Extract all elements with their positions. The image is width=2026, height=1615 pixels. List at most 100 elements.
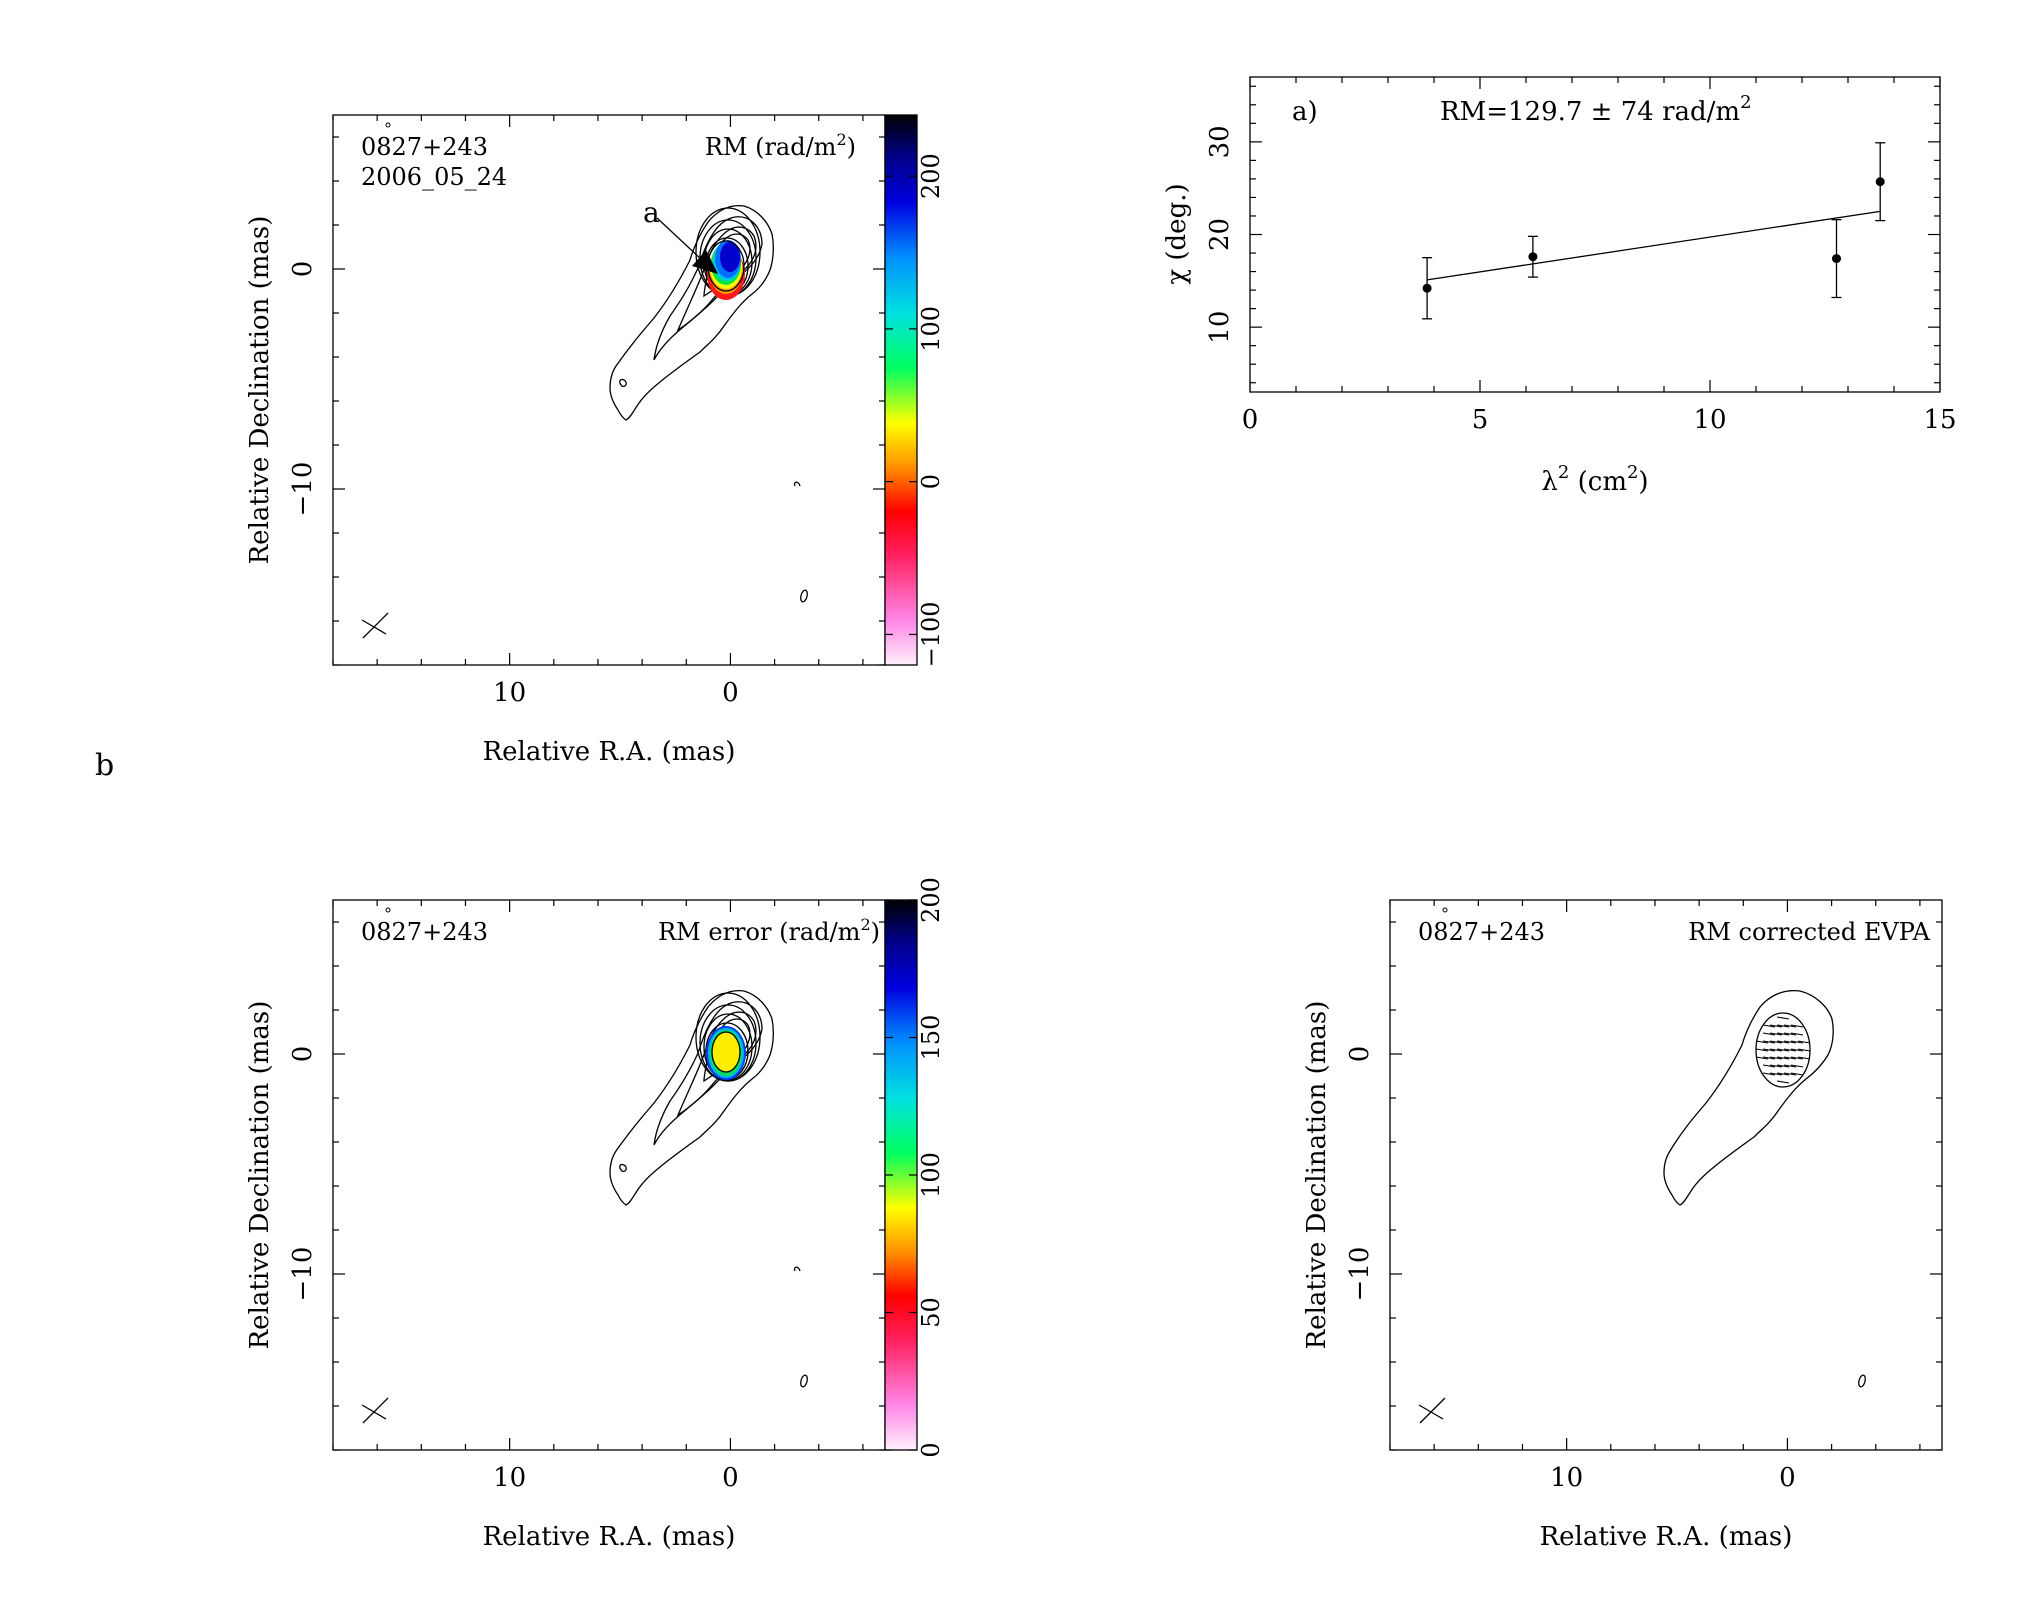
rm-map-source: 0827+243 <box>361 133 488 161</box>
evpa-vector <box>1762 1040 1776 1044</box>
evpa-vector <box>1769 1024 1783 1028</box>
evpa-vector <box>1769 1064 1783 1068</box>
colorbar-tick-label: 100 <box>917 306 945 352</box>
colorbar-tick-label: 200 <box>917 153 945 199</box>
evpa-source: 0827+243 <box>1418 918 1545 946</box>
evpa-vector <box>1783 1056 1797 1060</box>
rm-map-panel: a 10 00−10 0827+243 2006_05_24 RM (rad/m2… <box>245 114 945 767</box>
rm-error-title: RM error (rad/m2) <box>658 915 880 946</box>
chi-fit-ticks: 0 5 10 15 10 20 30 <box>1205 77 1957 435</box>
evpa-vector <box>1776 1080 1790 1084</box>
evpa-vector <box>1790 1024 1804 1028</box>
evpa-vector <box>1790 1032 1804 1036</box>
evpa-vector <box>1776 1064 1790 1068</box>
evpa-vector <box>1769 1032 1783 1036</box>
evpa-vector <box>1762 1032 1776 1036</box>
rm-error-colorbar-ticks: 0 50 100 150 200 <box>885 877 945 1458</box>
x-tick-label: 0 <box>722 678 739 708</box>
evpa-vector <box>1762 1064 1776 1068</box>
evpa-vector <box>1769 1040 1783 1044</box>
err-beam-major <box>362 1397 389 1424</box>
x-tick-label: 0 <box>1242 405 1259 435</box>
y-tick-label: −10 <box>1345 1247 1375 1302</box>
evpa-vector <box>1790 1048 1804 1052</box>
colorbar-tick-label: 200 <box>917 877 945 923</box>
evpa-vector <box>1790 1056 1804 1060</box>
rm-core-darkblue <box>720 242 740 272</box>
rm-error-source: 0827+243 <box>361 918 488 946</box>
evpa-vector <box>1783 1024 1797 1028</box>
panel-label-b: b <box>95 748 114 783</box>
rm-map-title: RM (rad/m2) <box>705 130 856 161</box>
y-tick-label: 0 <box>288 1046 318 1063</box>
evpa-vector <box>1776 1024 1790 1028</box>
evpa-vector <box>1762 1072 1776 1076</box>
annotation-arrow-line <box>656 217 703 261</box>
annotation-a-label: a <box>643 196 660 229</box>
degree-mark-icon <box>1442 907 1448 913</box>
beam-major <box>362 612 389 639</box>
rm-error-panel: 10 00−10 0827+243 RM error (rad/m2) 05010… <box>245 877 945 1552</box>
y-tick-label: 10 <box>1205 311 1235 344</box>
evpa-vector <box>1790 1064 1804 1068</box>
colorbar-tick-label: 100 <box>917 1152 945 1198</box>
annotation-arrow-head <box>692 250 718 274</box>
small-contour-c <box>800 589 808 603</box>
rm-error-ylabel: Relative Declination (mas) <box>245 1001 275 1350</box>
evpa-vector <box>1783 1032 1797 1036</box>
degree-mark-icon <box>385 122 391 128</box>
evpa-vector <box>1797 1040 1811 1044</box>
rm-map-ylabel: Relative Declination (mas) <box>245 216 275 565</box>
chi-fit-ylabel: χ (deg.) <box>1162 183 1192 284</box>
colorbar-tick-label: 0 <box>917 474 945 489</box>
chi-fit-xlabel: λ2 (cm2) <box>1541 462 1648 497</box>
x-tick-label: 5 <box>1472 405 1489 435</box>
evpa-vector <box>1776 1048 1790 1052</box>
evpa-vector <box>1769 1056 1783 1060</box>
x-tick-label: 10 <box>493 1463 526 1493</box>
evpa-xlabel: Relative R.A. (mas) <box>1540 1522 1793 1552</box>
evpa-core-contour <box>1755 1012 1811 1088</box>
y-tick-label: 30 <box>1205 125 1235 158</box>
chi-fit-panel: 0 5 10 15 10 20 30 a) RM=129.7 ± 74 rad/m2 λ2 … <box>1162 76 1957 497</box>
err-core-contour-2 <box>699 1004 757 1082</box>
fit-line <box>1427 210 1881 281</box>
evpa-vector <box>1762 1048 1776 1052</box>
jet-contour-outer <box>609 204 774 421</box>
evpa-vector <box>1769 1048 1783 1052</box>
evpa-ylabel: Relative Declination (mas) <box>1302 1001 1332 1350</box>
rm-map-frame <box>332 114 886 666</box>
evpa-vector <box>1783 1072 1797 1076</box>
evpa-vector <box>1776 1016 1790 1020</box>
evpa-vector <box>1769 1072 1783 1076</box>
err-small-contour-b <box>793 1266 801 1272</box>
rm-map-epoch: 2006_05_24 <box>361 163 507 191</box>
evpa-vector <box>1783 1040 1797 1044</box>
rm-error-plot-area <box>361 989 808 1424</box>
colorbar-tick-label: 50 <box>917 1297 945 1328</box>
evpa-vector <box>1783 1064 1797 1068</box>
evpa-vector <box>1762 1056 1776 1060</box>
evpa-frame <box>1389 899 1943 1451</box>
x-tick-label: 0 <box>1779 1463 1796 1493</box>
rm-colorbar-frame <box>884 114 918 666</box>
small-contour-a <box>619 378 627 388</box>
err-small-contour-c <box>800 1374 808 1388</box>
evpa-vector <box>1755 1040 1769 1044</box>
x-tick-label: 15 <box>1923 405 1956 435</box>
y-tick-label: −10 <box>288 1247 318 1302</box>
err-beam-minor <box>361 1404 387 1420</box>
evpa-vectors <box>1755 1016 1811 1084</box>
rm-colorbar <box>885 115 917 665</box>
evpa-vector <box>1776 1040 1790 1044</box>
data-point <box>1422 283 1432 293</box>
evpa-vector <box>1776 1072 1790 1076</box>
beam-minor <box>361 619 387 635</box>
evpa-vector <box>1755 1048 1769 1052</box>
rm-map-plot-area <box>361 204 808 639</box>
err-small-contour-a <box>619 1163 627 1173</box>
evpa-vector <box>1790 1072 1804 1076</box>
err-jet-contour-outer <box>609 989 774 1206</box>
evpa-vector <box>1790 1040 1804 1044</box>
